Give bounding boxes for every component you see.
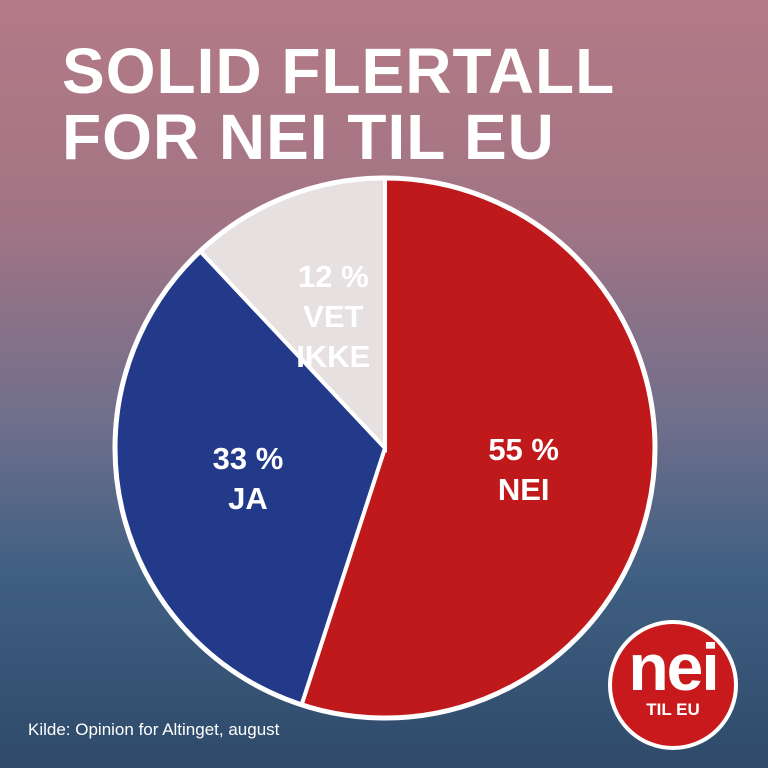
logo: nei TIL EU xyxy=(608,620,738,750)
pie-outline xyxy=(112,175,658,721)
category-label: VET IKKE xyxy=(296,299,371,375)
logo-subtext: TIL EU xyxy=(646,700,700,719)
slice-label: 33 % JA xyxy=(193,439,303,519)
value-label: 55 % xyxy=(488,431,559,467)
chart-title: SOLID FLERTALL FOR NEI TIL EU xyxy=(62,35,615,173)
source: Kilde: Opinion for Altinget, august xyxy=(28,720,280,739)
slice-label: 55 % NEI xyxy=(469,430,579,510)
category-label: NEI xyxy=(497,471,550,507)
logo-text: nei xyxy=(628,630,719,704)
value-label: 33 % xyxy=(212,440,284,476)
slice-label: 12 % VET IKKE xyxy=(278,257,388,377)
category-label: JA xyxy=(228,480,268,516)
value-label: 12 % xyxy=(297,259,369,295)
